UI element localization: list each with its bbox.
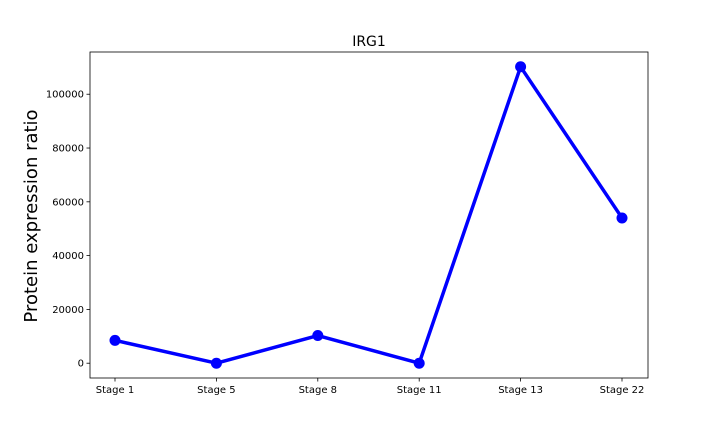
x-tick-label: Stage 13 <box>498 385 543 396</box>
plot-frame <box>89 51 649 379</box>
y-tick-label: 20000 <box>52 305 84 316</box>
chart-title: IRG1 <box>352 34 386 50</box>
data-point <box>515 61 527 73</box>
series-line <box>113 65 624 365</box>
x-tick-label: Stage 8 <box>299 385 337 396</box>
x-tick-label: Stage 1 <box>96 385 134 396</box>
x-tick-label: Stage 22 <box>600 385 645 396</box>
x-tick-label: Stage 11 <box>397 385 442 396</box>
y-tick-label: 0 <box>78 359 84 370</box>
y-tick-label: 40000 <box>52 251 84 262</box>
y-tick-label: 100000 <box>46 90 84 101</box>
x-tick-label: Stage 5 <box>197 385 235 396</box>
y-tick-label: 60000 <box>52 197 84 208</box>
data-point <box>109 334 121 346</box>
y-tick-label: 80000 <box>52 144 84 155</box>
plot-area: 0 20000 40000 60000 80000 100000 Stage 1 Stage … <box>46 51 649 396</box>
data-point <box>210 357 222 369</box>
data-point <box>413 357 425 369</box>
y-axis-label: Protein expression ratio <box>21 109 42 322</box>
data-point <box>616 212 628 224</box>
data-point <box>312 330 324 342</box>
